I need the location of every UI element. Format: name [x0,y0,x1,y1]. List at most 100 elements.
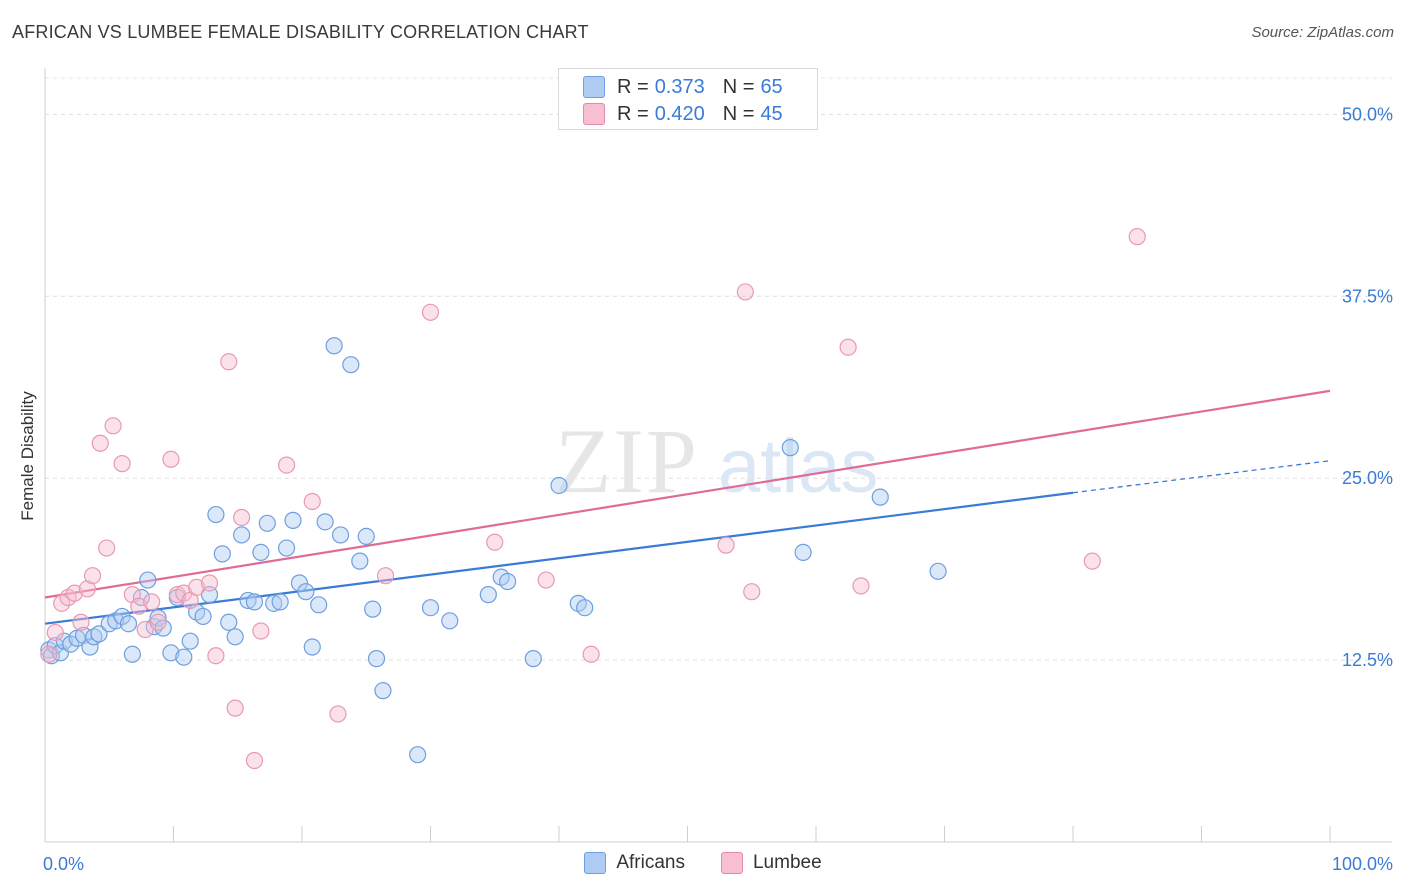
series-swatch-africans [584,852,607,874]
point-lumbee [277,456,296,474]
trend-line-africans [44,491,1074,625]
point-africans [310,596,328,614]
point-africans [239,591,257,610]
point-africans [213,545,231,563]
point-africans [149,609,167,627]
x-tick-label: 100.0% [1332,854,1393,874]
point-africans [576,599,594,617]
point-lumbee [1083,552,1101,570]
point-lumbee [839,338,857,356]
series-legend: Africans Lumbee [0,852,1406,874]
point-lumbee [252,622,270,640]
point-africans [119,615,138,633]
watermark: ZIP atlas [555,410,879,512]
point-lumbee [376,567,395,585]
point-africans [331,526,350,544]
point-africans [316,513,334,531]
point-lumbee [200,574,219,592]
point-africans [342,356,360,374]
point-africans [367,650,386,668]
point-africans [325,337,343,355]
point-africans [303,638,321,656]
point-lumbee [83,567,102,585]
point-lumbee [113,455,131,473]
point-lumbee [421,303,440,321]
point-lumbee [717,536,735,554]
point-lumbee [303,492,321,511]
point-africans [781,439,799,457]
legend-n-value: 45 [760,102,783,125]
tick-labels: 12.5% 25.0% 37.5% 50.0% 0.0% 100.0% [43,104,1393,874]
point-africans [550,476,568,495]
point-lumbee [736,283,754,301]
point-lumbee [233,508,251,527]
trend-lines [44,389,1331,625]
y-tick-label: 25.0% [1342,468,1393,488]
point-africans [929,562,947,580]
chart-title: AFRICAN VS LUMBEE FEMALE DISABILITY CORR… [12,22,589,42]
point-africans [81,638,99,656]
point-lumbee [136,620,154,639]
point-africans [277,539,296,557]
point-lumbee [53,594,71,612]
point-lumbee [40,645,58,663]
point-lumbee [130,597,148,615]
series-swatch-lumbee [720,852,743,874]
legend-r-label: R = [617,75,649,98]
legend-n-label: N = [722,75,755,98]
trend-extension-africans [1072,460,1331,494]
point-africans [90,625,108,643]
point-lumbee [852,577,870,595]
point-africans [290,574,309,592]
data-points [40,228,1146,770]
axes [44,68,1392,843]
point-africans [351,552,369,570]
legend-r-value: 0.373 [654,75,705,98]
point-africans [123,645,141,663]
point-africans [479,586,497,604]
watermark-atlas: atlas [718,424,879,509]
point-africans [421,599,440,617]
point-lumbee [582,645,600,663]
point-africans [245,593,264,611]
point-lumbee [486,533,504,551]
point-lumbee [91,434,109,452]
point-africans [62,635,80,653]
point-africans [265,594,283,612]
point-lumbee [65,584,84,602]
legend-n-label: N = [722,102,755,125]
y-tick-label: 37.5% [1342,286,1393,306]
y-tick-label: 12.5% [1342,650,1393,670]
grid-lines [45,77,1392,661]
point-lumbee [149,613,167,631]
series-legend-lumbee: Lumbee [720,852,822,874]
point-lumbee [162,450,180,468]
legend-row-lumbee: R = 0.420 N = 45 [583,101,783,127]
point-lumbee [743,583,761,601]
point-africans [207,505,225,524]
legend-swatch-lumbee [583,103,605,125]
point-africans [297,583,315,601]
point-lumbee [78,580,97,598]
point-africans [181,632,199,650]
x-tick-label: 0.0% [43,854,84,874]
point-lumbee [220,353,238,371]
point-africans [271,593,289,611]
point-africans [175,648,193,666]
point-lumbee [329,705,347,723]
legend-r-value: 0.420 [654,102,705,125]
point-lumbee [1128,228,1146,246]
point-lumbee [188,578,206,596]
series-label-africans: Africans [616,852,685,873]
point-lumbee [143,593,161,611]
y-tick-label: 50.0% [1342,104,1393,124]
point-africans [200,586,219,604]
point-africans [162,644,180,662]
point-lumbee [72,613,90,631]
point-africans [194,607,212,626]
point-africans [258,514,276,532]
legend-n-value: 65 [760,75,783,98]
point-africans [252,543,270,562]
legend-row-africans: R = 0.373 N = 65 [583,74,783,100]
